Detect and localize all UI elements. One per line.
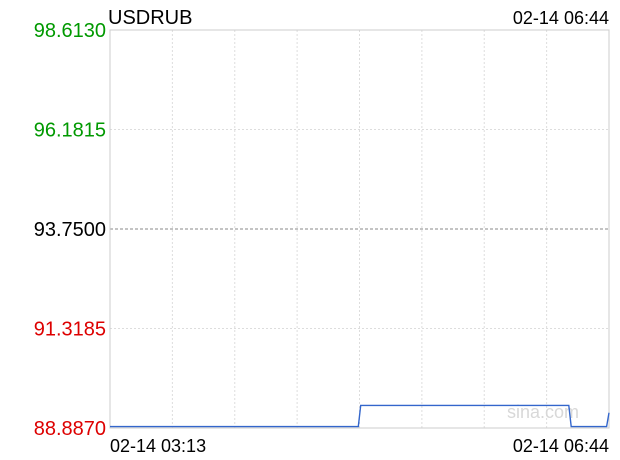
x-tick-end: 02-14 06:44: [513, 436, 609, 456]
watermark: sina.com: [507, 402, 579, 422]
chart-timestamp: 02-14 06:44: [513, 8, 609, 28]
y-tick-label: 93.7500: [34, 219, 106, 241]
y-tick-label: 98.6130: [34, 20, 106, 42]
grid: [110, 30, 609, 428]
x-tick-start: 02-14 03:13: [110, 436, 206, 456]
chart-title: USDRUB: [108, 7, 192, 29]
y-tick-label: 91.3185: [34, 319, 106, 341]
y-tick-label: 96.1815: [34, 120, 106, 142]
plot-frame: [109, 29, 610, 429]
y-tick-label: 88.8870: [34, 418, 106, 440]
y-axis-ticks: 98.6130 96.1815 93.7500 91.3185 88.8870: [34, 20, 106, 440]
series-line: [110, 404, 610, 428]
